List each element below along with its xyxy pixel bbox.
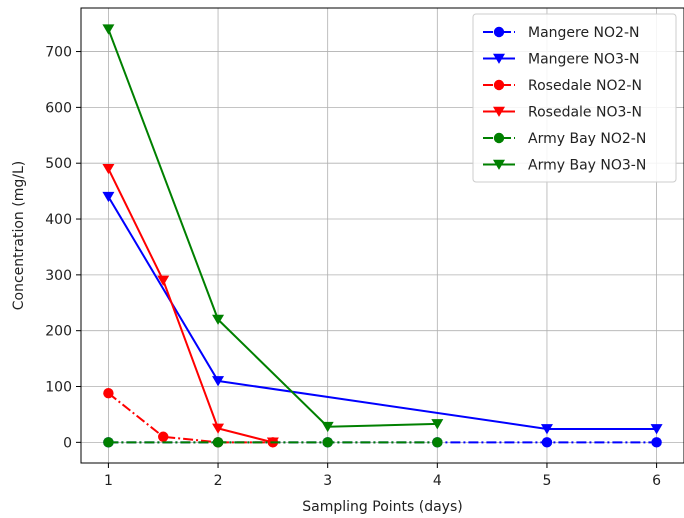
series-line bbox=[107, 168, 274, 444]
legend-label: Army Bay NO2-N bbox=[528, 131, 646, 147]
series-4 bbox=[103, 437, 443, 448]
legend-item: Army Bay NO2-N bbox=[483, 131, 646, 147]
x-tick-label: 5 bbox=[542, 473, 551, 489]
legend-marker bbox=[493, 159, 505, 170]
y-axis: 0 100 200 300 400 500 600 700 bbox=[45, 45, 81, 451]
x-tick-label: 3 bbox=[323, 473, 332, 489]
series-line bbox=[107, 196, 657, 430]
legend-item: Mangere NO2-N bbox=[483, 25, 639, 41]
series-line bbox=[107, 392, 273, 444]
y-tick-label: 100 bbox=[45, 380, 72, 396]
y-tick-label: 0 bbox=[63, 435, 72, 451]
y-tick-label: 700 bbox=[45, 45, 72, 61]
y-tick-label: 500 bbox=[45, 156, 72, 172]
data-point bbox=[157, 275, 170, 286]
x-axis: 1 2 3 4 5 6 bbox=[104, 463, 661, 489]
series-layer bbox=[102, 24, 663, 448]
data-point bbox=[431, 419, 444, 430]
data-point bbox=[212, 314, 225, 325]
data-point bbox=[322, 437, 333, 448]
data-point bbox=[212, 376, 225, 387]
data-point bbox=[103, 437, 114, 448]
data-point bbox=[102, 191, 115, 203]
legend-item: Rosedale NO2-N bbox=[483, 78, 642, 94]
data-point bbox=[651, 437, 662, 448]
series-5 bbox=[102, 24, 444, 433]
x-tick-label: 6 bbox=[652, 473, 661, 489]
data-point bbox=[103, 388, 114, 399]
data-point bbox=[541, 437, 553, 448]
series-3 bbox=[102, 163, 279, 448]
plot-frame bbox=[80, 7, 684, 464]
legend-item: Rosedale NO3-N bbox=[483, 105, 642, 121]
legend-marker bbox=[493, 26, 505, 38]
legend-marker bbox=[493, 79, 505, 91]
legend-item: Army Bay NO3-N bbox=[483, 158, 646, 174]
data-point bbox=[212, 437, 224, 448]
legend-label: Army Bay NO3-N bbox=[528, 158, 646, 174]
series-1 bbox=[102, 191, 663, 435]
legend-label: Mangere NO2-N bbox=[528, 25, 639, 41]
series-line bbox=[107, 28, 438, 428]
legend-marker bbox=[493, 106, 505, 117]
x-axis-label: Sampling Points (days) bbox=[302, 499, 462, 515]
y-tick-label: 400 bbox=[45, 212, 72, 228]
data-point bbox=[540, 424, 553, 435]
data-point bbox=[102, 163, 115, 175]
x-tick-label: 4 bbox=[433, 473, 442, 489]
legend-label: Mangere NO3-N bbox=[528, 52, 639, 68]
x-tick-label: 2 bbox=[214, 473, 223, 489]
series-2 bbox=[103, 388, 279, 448]
data-point bbox=[650, 424, 663, 435]
y-axis-label: Concentration (mg/L) bbox=[11, 161, 27, 310]
legend-marker bbox=[493, 53, 505, 64]
legend-item: Mangere NO3-N bbox=[483, 52, 639, 68]
data-point bbox=[102, 24, 115, 35]
y-tick-label: 600 bbox=[45, 100, 72, 116]
data-point bbox=[212, 423, 225, 434]
legend-label: Rosedale NO3-N bbox=[528, 105, 642, 121]
y-tick-label: 300 bbox=[45, 268, 72, 284]
legend-marker bbox=[493, 132, 505, 144]
x-tick-label: 1 bbox=[104, 473, 113, 489]
legend: Mangere NO2-N Mangere NO3-N Rosedale NO2-N… bbox=[472, 13, 677, 183]
data-point bbox=[321, 421, 334, 433]
legend-label: Rosedale NO2-N bbox=[528, 78, 642, 94]
legend-box bbox=[472, 13, 677, 183]
data-point bbox=[158, 431, 169, 442]
data-point bbox=[432, 437, 443, 448]
y-tick-label: 200 bbox=[45, 324, 72, 340]
